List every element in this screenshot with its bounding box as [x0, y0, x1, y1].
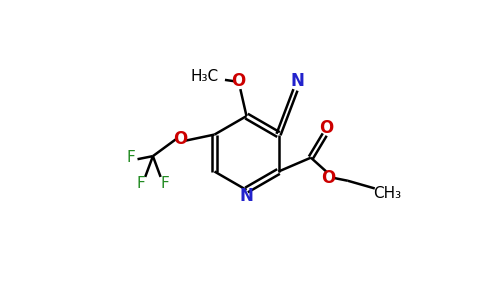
Text: F: F	[160, 176, 169, 190]
Text: O: O	[231, 72, 245, 90]
Text: F: F	[137, 176, 146, 190]
Text: O: O	[321, 169, 335, 187]
Text: O: O	[173, 130, 188, 148]
Text: CH₃: CH₃	[373, 186, 401, 201]
Text: O: O	[319, 119, 333, 137]
Text: H₃C: H₃C	[191, 69, 219, 84]
Text: F: F	[127, 150, 136, 165]
Text: N: N	[240, 187, 254, 205]
Text: N: N	[291, 72, 305, 90]
